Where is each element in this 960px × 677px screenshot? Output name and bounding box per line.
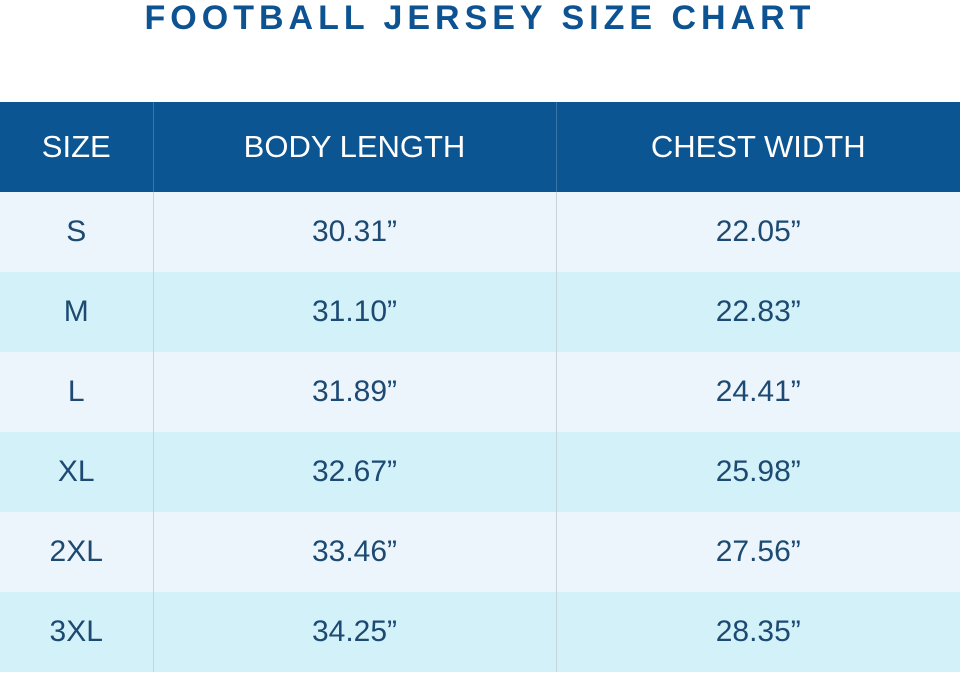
title: FOOTBALL JERSEY SIZE CHART (144, 0, 816, 37)
table-row: 2XL 33.46” 27.56” (0, 512, 960, 592)
column-header: BODY LENGTH (152, 102, 556, 192)
table-row: M 31.10” 22.83” (0, 272, 960, 352)
table-row: XL 32.67” 25.98” (0, 432, 960, 512)
table-cell: 33.46” (152, 512, 556, 592)
table-cell: 2XL (0, 512, 153, 592)
table-cell: 34.25” (152, 592, 556, 672)
table-row: L 31.89” 24.41” (0, 352, 960, 432)
size-table: SIZE BODY LENGTH CHEST WIDTH S 30.31” 22.05”… (0, 102, 960, 672)
table-cell: M (0, 272, 153, 352)
table-row: 3XL 34.25” 28.35” (0, 592, 960, 672)
table-row: S 30.31” 22.05” (0, 192, 960, 272)
table-cell: 31.89” (152, 352, 556, 432)
table-cell: 27.56” (555, 512, 960, 592)
table-cell: L (0, 352, 153, 432)
table-cell: 22.83” (555, 272, 960, 352)
header-row: SIZE BODY LENGTH CHEST WIDTH (0, 102, 960, 192)
table-cell: 22.05” (555, 192, 960, 272)
table-cell: S (0, 192, 153, 272)
table-cell: 3XL (0, 592, 153, 672)
table-cell: 28.35” (555, 592, 960, 672)
table-cell: 24.41” (555, 352, 960, 432)
table-cell: 32.67” (152, 432, 556, 512)
column-header: SIZE (0, 102, 153, 192)
table-body: S 30.31” 22.05” M 31.10” 22.83” L 31.89” 24.41” X… (0, 192, 960, 672)
table-cell: 30.31” (152, 192, 556, 272)
table-cell: 31.10” (152, 272, 556, 352)
table-cell: XL (0, 432, 153, 512)
table-cell: 25.98” (555, 432, 960, 512)
column-header: CHEST WIDTH (555, 102, 960, 192)
